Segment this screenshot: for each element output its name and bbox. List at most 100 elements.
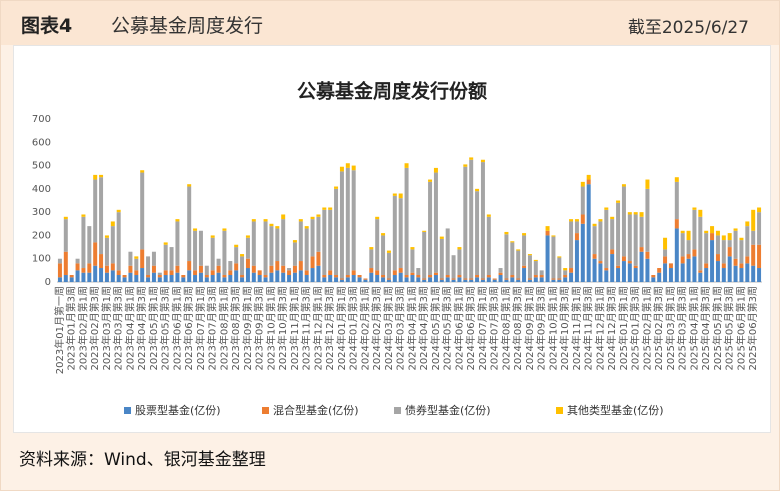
x-tick-label: 2024年02月第1周 bbox=[358, 286, 371, 371]
bar-segment bbox=[751, 230, 756, 245]
bar-segment bbox=[539, 277, 544, 282]
bar-segment bbox=[480, 279, 485, 282]
bar-segment bbox=[287, 270, 292, 276]
x-tick-label: 2024年01月第1周 bbox=[335, 286, 348, 371]
bar-segment bbox=[757, 207, 762, 213]
bar-segment bbox=[222, 230, 227, 276]
bar-segment bbox=[510, 242, 515, 276]
bar-segment bbox=[146, 256, 151, 276]
bar-segment bbox=[469, 278, 474, 280]
bar-segment bbox=[651, 275, 656, 278]
bar-segment bbox=[193, 270, 198, 276]
bar-segment bbox=[316, 251, 321, 266]
x-tick-label: 2023年06月第3周 bbox=[182, 286, 195, 371]
bar-segment bbox=[57, 277, 62, 282]
x-tick-label: 2024年05月第3周 bbox=[441, 286, 454, 371]
bar-segment bbox=[627, 214, 632, 262]
bar-segment bbox=[645, 251, 650, 259]
bar-segment bbox=[369, 247, 374, 250]
bar-segment bbox=[592, 254, 597, 259]
bar-segment bbox=[739, 240, 744, 264]
x-tick-label: 2025年04月第3周 bbox=[699, 286, 712, 371]
bar-segment bbox=[404, 277, 409, 282]
bar-segment bbox=[610, 254, 615, 282]
bar-segment bbox=[240, 256, 245, 276]
date: 截至2025/6/27 bbox=[627, 18, 749, 38]
bar-segment bbox=[410, 272, 415, 276]
y-tick-label: 100 bbox=[32, 254, 51, 265]
bar-segment bbox=[245, 268, 250, 282]
bar-segment bbox=[480, 278, 485, 280]
bar-segment bbox=[269, 226, 274, 266]
bar-segment bbox=[398, 198, 403, 269]
bar-segment bbox=[668, 268, 673, 282]
bar-segment bbox=[645, 258, 650, 282]
bar-segment bbox=[251, 219, 256, 222]
bar-segment bbox=[140, 249, 145, 269]
bar-segment bbox=[292, 265, 297, 273]
bar-segment bbox=[222, 277, 227, 282]
x-tick-label: 2025年03月第3周 bbox=[676, 286, 689, 371]
bar-segment bbox=[234, 247, 239, 264]
bar-segment bbox=[733, 265, 738, 282]
x-tick-label: 2024年03月第1周 bbox=[382, 286, 395, 371]
bar-segment bbox=[604, 268, 609, 271]
bar-segment bbox=[433, 272, 438, 276]
bar-segment bbox=[574, 219, 579, 222]
bar-segment bbox=[386, 250, 391, 253]
bar-segment bbox=[386, 278, 391, 280]
bar-segment bbox=[721, 235, 726, 241]
bar-segment bbox=[633, 214, 638, 266]
bar-segment bbox=[316, 265, 321, 282]
bar-segment bbox=[422, 278, 427, 280]
bar-segment bbox=[122, 277, 127, 282]
bar-segment bbox=[586, 179, 591, 185]
bar-segment bbox=[721, 268, 726, 282]
bar-segment bbox=[621, 184, 626, 187]
bar-segment bbox=[545, 226, 550, 231]
bar-segment bbox=[486, 216, 491, 276]
y-tick-label: 0 bbox=[45, 277, 51, 288]
x-tick-label: 2025年06月第3周 bbox=[746, 286, 759, 371]
bar-segment bbox=[639, 251, 644, 282]
bar-segment bbox=[557, 256, 562, 258]
bar-segment bbox=[298, 261, 303, 271]
bar-segment bbox=[169, 270, 174, 276]
bar-segment bbox=[428, 181, 433, 276]
x-tick-label: 2024年06月第3周 bbox=[464, 286, 477, 371]
y-tick-label: 200 bbox=[32, 230, 51, 241]
bar-segment bbox=[281, 265, 286, 273]
bar-segment bbox=[428, 179, 433, 182]
bar-segment bbox=[422, 279, 427, 282]
bar-segment bbox=[339, 278, 344, 280]
bar-segment bbox=[739, 263, 744, 269]
bar-segment bbox=[686, 230, 691, 241]
bar-segment bbox=[704, 233, 709, 264]
bar-segment bbox=[651, 277, 656, 282]
x-tick-label: 2023年01月第一周 bbox=[53, 286, 66, 374]
bar-segment bbox=[627, 212, 632, 215]
bar-segment bbox=[422, 230, 427, 232]
bar-segment bbox=[439, 278, 444, 280]
x-tick-label: 2025年02月第3周 bbox=[652, 286, 665, 371]
bar-segment bbox=[539, 275, 544, 278]
bar-segment bbox=[404, 163, 409, 168]
bar-segment bbox=[163, 275, 168, 282]
bar-segment bbox=[328, 270, 333, 276]
bar-segment bbox=[510, 277, 515, 282]
bar-segment bbox=[204, 265, 209, 276]
bar-segment bbox=[633, 212, 638, 215]
bar-segment bbox=[563, 268, 568, 271]
bar-segment bbox=[216, 272, 221, 282]
bar-segment bbox=[81, 272, 86, 282]
bar-segment bbox=[87, 272, 92, 282]
bar-segment bbox=[410, 249, 415, 273]
bar-segment bbox=[610, 216, 615, 220]
legend-label: 混合型基金(亿份) bbox=[273, 403, 359, 417]
bar-segment bbox=[616, 200, 621, 203]
y-tick-label: 500 bbox=[32, 161, 51, 172]
bar-segment bbox=[639, 216, 644, 248]
bar-segment bbox=[93, 265, 98, 282]
x-tick-label: 2023年04月第3周 bbox=[135, 286, 148, 371]
